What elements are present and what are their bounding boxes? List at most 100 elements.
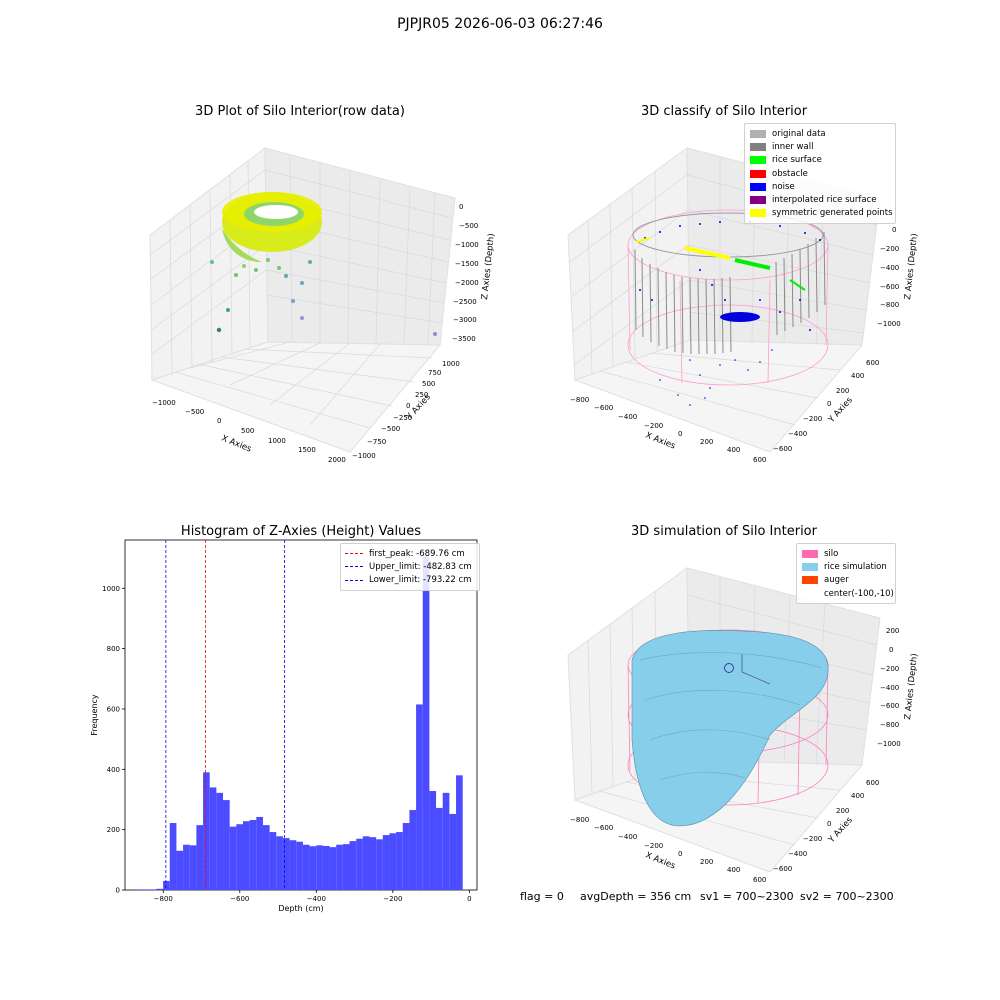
histogram-bar (289, 840, 297, 890)
panel1-xtick: −1000 (152, 399, 176, 407)
panel1-ytick: −750 (367, 438, 386, 446)
panel2-xtick: 200 (700, 438, 713, 446)
histogram-bar (322, 845, 330, 890)
footer-avg-depth: avgDepth = 356 cm (580, 890, 692, 903)
panel4-xtick: 600 (753, 876, 766, 884)
panel1-ztick: −2500 (453, 298, 477, 306)
panel2-xtick: −800 (570, 396, 589, 404)
histogram-bar (422, 556, 430, 890)
panel1-ztick: −2000 (455, 279, 479, 287)
legend-item: rice simulation (802, 560, 890, 573)
legend-item: first_peak: -689.76 cm (345, 547, 475, 560)
legend-item: center(-100,-10) (802, 587, 894, 600)
histogram-bar (309, 846, 317, 890)
panel1-scattered-points (210, 258, 437, 336)
histogram-bar (242, 821, 250, 890)
panel2-ztick: 0 (892, 226, 896, 234)
histogram-bar (203, 772, 210, 890)
panel4-ytick: −400 (788, 850, 807, 858)
histogram-bar (156, 888, 164, 890)
legend-swatch (750, 169, 766, 178)
panel2-ztick: −800 (880, 301, 899, 309)
panel4-ytick: −200 (803, 835, 822, 843)
histogram-bar (449, 813, 457, 890)
legend-swatch (750, 156, 766, 165)
histogram-bar (176, 850, 184, 890)
x-tick-label: 0 (467, 895, 471, 903)
panel2-xlabel: X Axies (644, 431, 677, 452)
legend-item: noise (750, 180, 890, 193)
legend-label: Lower_limit: -793.22 cm (369, 575, 472, 586)
panel2-back-pane-left (567, 147, 691, 381)
panel2-ztick: −400 (880, 264, 899, 272)
panel2-ytick: 600 (866, 359, 879, 367)
legend-line (345, 566, 363, 568)
panel2-noise-points (639, 221, 821, 406)
panel3-x-ticks: −800 −600 −400 −200 0 (154, 890, 472, 903)
panel2-xtick: −600 (594, 404, 613, 412)
panel1-xtick: −500 (185, 408, 204, 416)
legend-label: Upper_limit: -482.83 cm (369, 561, 472, 572)
histogram-bar (349, 841, 357, 890)
y-tick-label: 200 (107, 826, 120, 834)
panel4-ytick: −600 (773, 865, 792, 873)
panel4-ztick: −800 (880, 721, 899, 729)
y-tick-label: 1000 (102, 585, 120, 593)
footer-sv2: sv2 = 700~2300 (800, 890, 894, 903)
histogram-bar (362, 836, 370, 890)
histogram-bar (402, 823, 410, 890)
panel2-zlabel: Z Axies (Depth) (903, 233, 920, 300)
histogram-bar (376, 839, 383, 890)
panel4-zlabel: Z Axies (Depth) (903, 653, 920, 720)
histogram-bar (189, 845, 197, 890)
legend-label: inner wall (772, 141, 814, 152)
x-tick-label: −800 (154, 895, 173, 903)
panel1-ztick: −500 (459, 222, 478, 230)
panel4-rice-simulation-surface (631, 630, 829, 827)
panel2-ztick: −1000 (877, 320, 901, 328)
legend-item: original data (750, 127, 890, 140)
legend-swatch (802, 549, 818, 558)
panel4-ztick: −200 (880, 665, 899, 673)
panel2-ytick: −200 (803, 415, 822, 423)
panel4-ytick: 0 (827, 820, 831, 828)
footer-flag: flag = 0 (520, 890, 564, 903)
histogram-bar (229, 826, 237, 890)
y-tick-label: 800 (107, 645, 120, 653)
legend-item: auger (802, 574, 890, 587)
histogram-bar (282, 838, 290, 890)
panel4-xtick: −400 (618, 833, 637, 841)
panel4-ztick: 200 (886, 627, 899, 635)
panel2-ytick: −400 (788, 430, 807, 438)
panel3-ylabel: Frequency (90, 694, 99, 736)
legend-swatch (802, 576, 818, 585)
panel4-xtick: −800 (570, 816, 589, 824)
panel3-histogram: −800 −600 −400 −200 0 0 200 400 600 800 1000 Dept… (90, 539, 478, 913)
y-tick-label: 400 (107, 766, 120, 774)
panel2-ytick: 200 (836, 387, 849, 395)
panel2-symmetric-points (635, 237, 731, 260)
footer-sv1: sv1 = 700~2300 (700, 890, 794, 903)
panel1-ytick: 500 (422, 380, 435, 388)
panel4-ytick: 600 (866, 779, 879, 787)
histogram-bar (316, 845, 323, 890)
histogram-bar (302, 844, 310, 890)
legend-item: Lower_limit: -793.22 cm (345, 574, 475, 587)
histogram-bar (269, 832, 277, 890)
panel3-xlabel: Depth (cm) (278, 904, 323, 913)
histogram-bar (249, 820, 257, 890)
histogram-bar (396, 832, 403, 890)
panel4-ztick: −400 (880, 684, 899, 692)
histogram-bar (389, 833, 397, 890)
panel2-xtick: 0 (678, 430, 682, 438)
histogram-bar (409, 810, 417, 890)
legend-swatch (750, 129, 766, 138)
panel4-xtick: 400 (727, 866, 740, 874)
histogram-bar (143, 889, 150, 890)
panel4-xtick: −200 (644, 842, 663, 850)
panel1-xtick: 2000 (328, 456, 346, 464)
figure-title: PJPJR05 2026-06-03 06:27:46 (397, 16, 603, 32)
legend-swatch (802, 562, 818, 571)
legend-label: first_peak: -689.76 cm (369, 548, 465, 559)
histogram-bar (276, 836, 283, 890)
